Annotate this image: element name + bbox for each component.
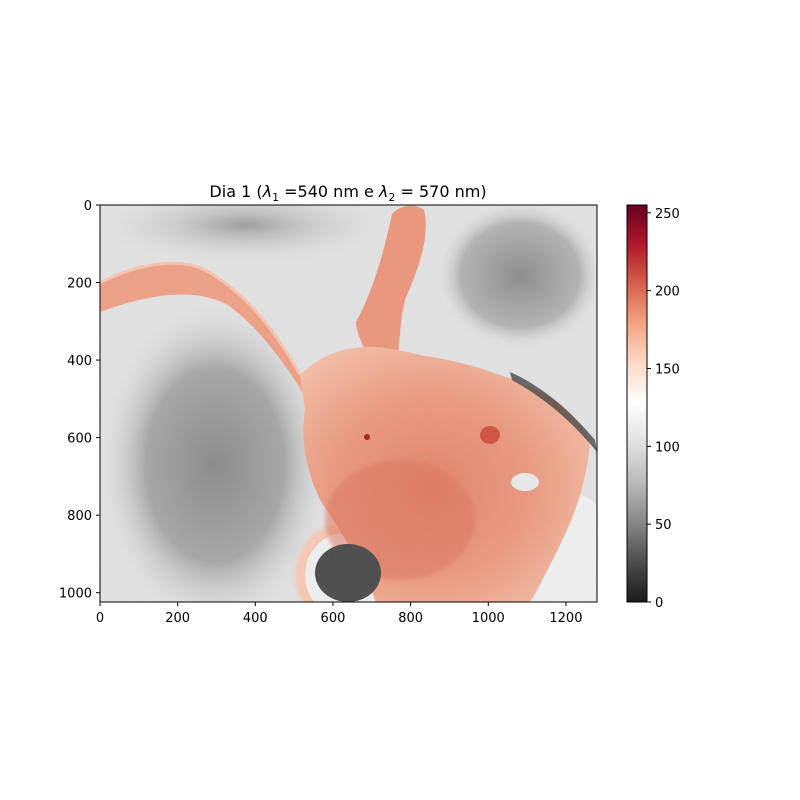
x-tick-label: 1000 xyxy=(472,611,505,626)
y-tick-label: 400 xyxy=(67,354,92,369)
x-tick-label: 200 xyxy=(165,611,190,626)
chart-title: Dia 1 (λ1 =540 nm e λ2 = 570 nm) xyxy=(209,182,486,204)
y-tick-label: 600 xyxy=(67,432,92,447)
x-axis: 0 200 400 600 800 1000 1200 xyxy=(96,602,582,626)
colorbar-tick-label: 0 xyxy=(655,596,663,611)
y-axis: 0 200 400 600 800 1000 xyxy=(59,199,100,602)
colorbar-tick-label: 150 xyxy=(655,362,680,377)
y-tick-label: 200 xyxy=(67,277,92,292)
x-tick-label: 400 xyxy=(243,611,268,626)
colorbar-tick-label: 200 xyxy=(655,285,680,300)
colorbar-axis: 0 50 100 150 200 250 xyxy=(647,207,680,611)
x-tick-label: 600 xyxy=(321,611,346,626)
x-tick-label: 800 xyxy=(398,611,423,626)
y-tick-label: 800 xyxy=(67,509,92,524)
x-tick-label: 0 xyxy=(96,611,104,626)
heatmap-image xyxy=(100,205,597,602)
image-grain xyxy=(100,205,597,602)
x-tick-label: 1200 xyxy=(549,611,582,626)
colorbar-tick-label: 100 xyxy=(655,440,680,455)
plot-frame xyxy=(99,204,598,603)
colorbar xyxy=(626,204,648,603)
colorbar-tick-label: 250 xyxy=(655,207,680,222)
y-tick-label: 0 xyxy=(84,199,92,214)
colorbar-tick-label: 50 xyxy=(655,518,672,533)
y-tick-label: 1000 xyxy=(59,587,92,602)
